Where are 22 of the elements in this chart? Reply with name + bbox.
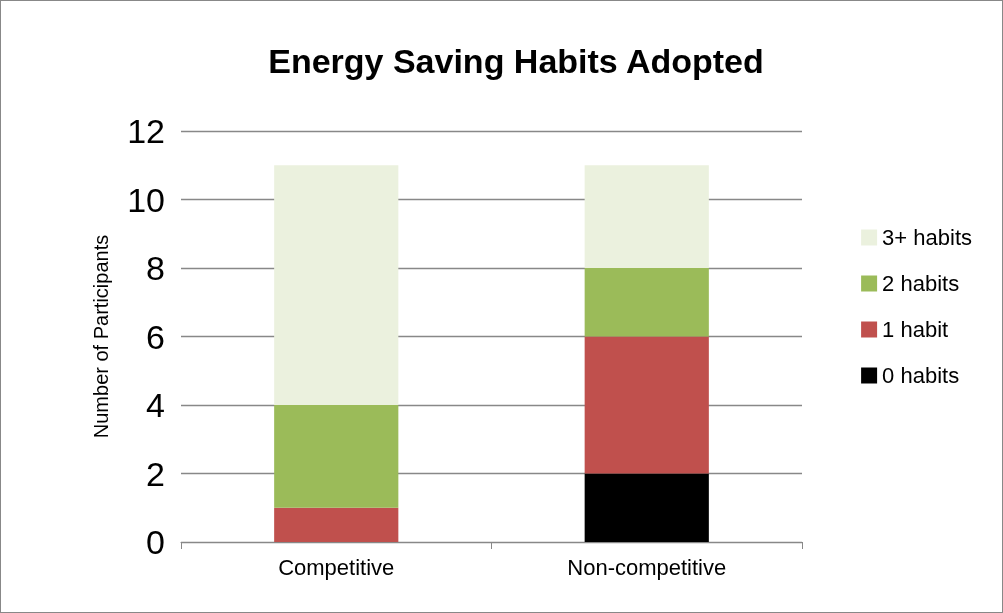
bar <box>584 268 709 337</box>
legend-label: 1 habit <box>882 317 949 342</box>
legend-label: 0 habits <box>882 363 960 388</box>
bar <box>584 165 709 268</box>
y-tick-label: 4 <box>146 386 165 424</box>
bar <box>584 336 709 474</box>
legend-label: 3+ habits <box>882 225 972 250</box>
bar <box>274 405 399 508</box>
bar <box>274 507 399 542</box>
bar <box>274 165 399 405</box>
y-tick-label: 12 <box>127 112 165 150</box>
chart-title: Energy Saving Habits Adopted <box>268 42 764 80</box>
bar <box>584 473 709 542</box>
y-tick-label: 0 <box>146 523 165 561</box>
y-axis-title: Number of Participants <box>90 234 112 439</box>
y-tick-label: 2 <box>146 454 165 493</box>
y-tick-label: 6 <box>146 317 165 356</box>
y-tick-label: 8 <box>146 249 165 287</box>
x-tick-label: Non-competitive <box>567 554 727 580</box>
y-tick-label: 10 <box>127 180 165 219</box>
legend-label: 2 habits <box>882 271 960 296</box>
x-tick-label: Competitive <box>278 554 395 580</box>
